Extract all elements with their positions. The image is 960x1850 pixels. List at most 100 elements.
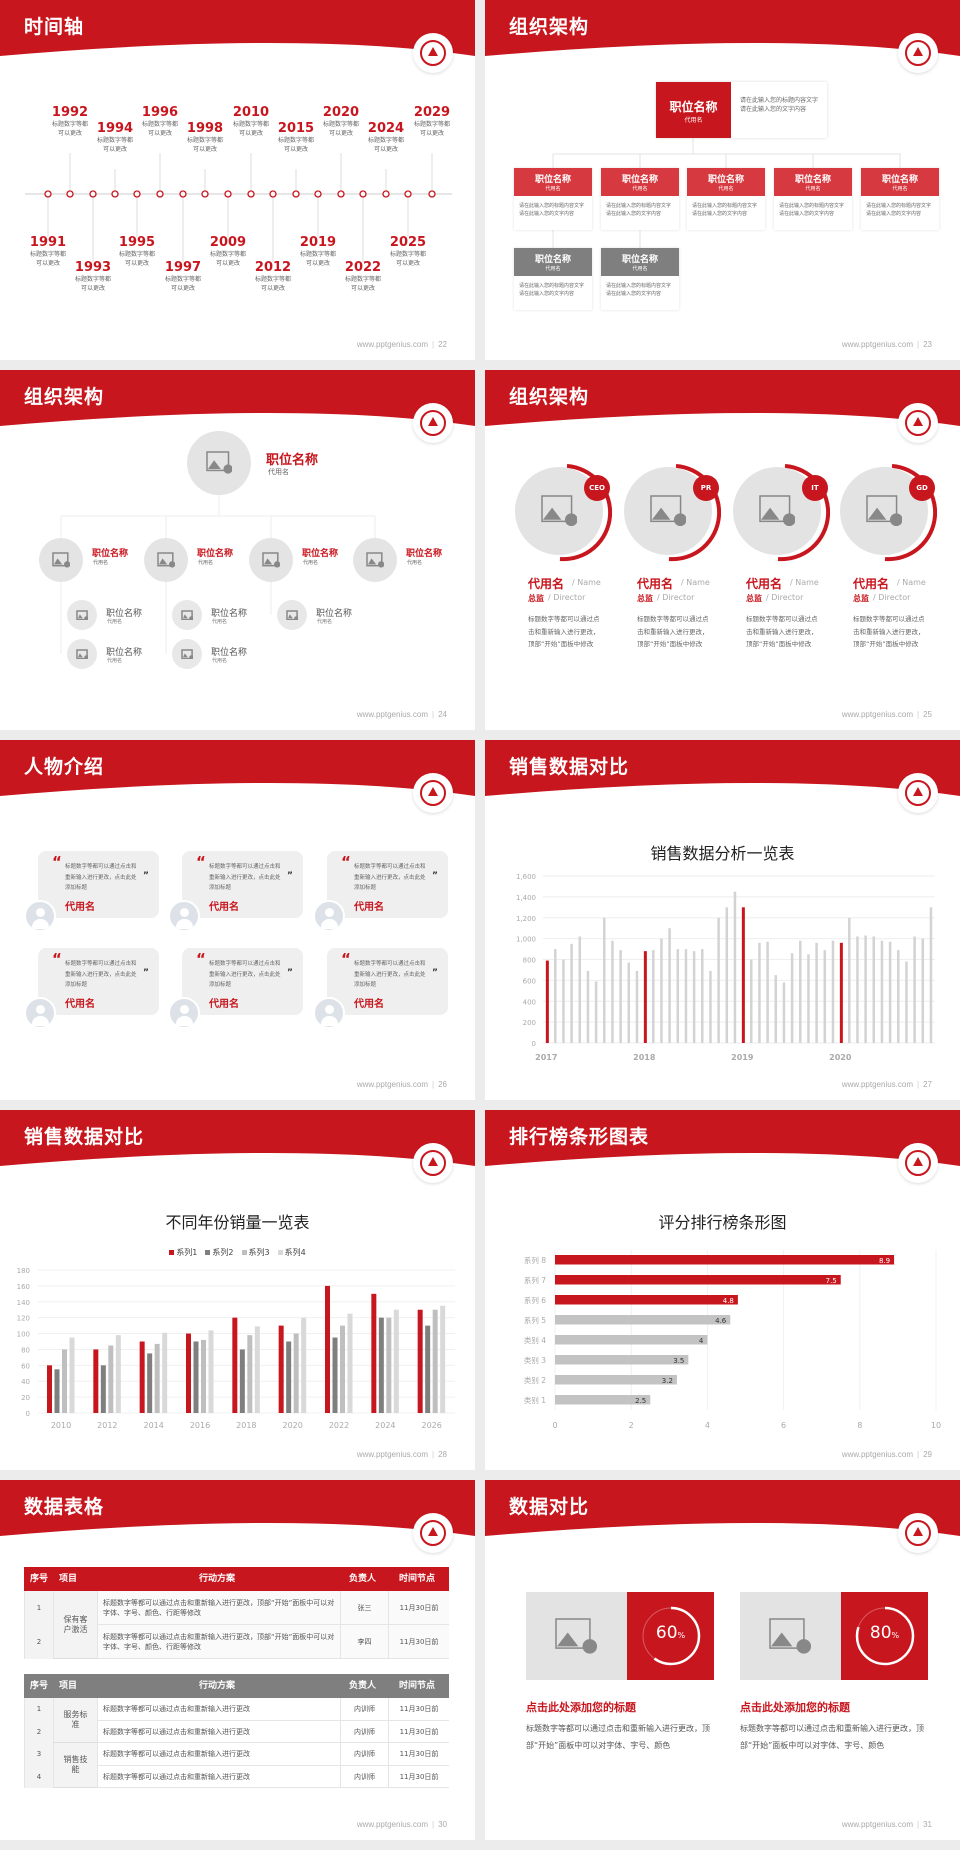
footer-url[interactable]: www.pptgenius.com [356,1450,429,1459]
avatar[interactable] [313,997,345,1029]
position-title: 职位名称 [621,175,658,185]
avatar[interactable] [168,997,200,1029]
timeline-event[interactable]: 2012 标题数字等都 可以更改 [248,260,298,293]
timeline-event[interactable]: 2009 标题数字等都 可以更改 [203,235,253,268]
timeline-event[interactable]: 1991 标题数字等都 可以更改 [23,235,73,268]
timeline-event[interactable]: 2019 标题数字等都 可以更改 [293,235,343,268]
bar [578,936,582,1043]
ring-progress [641,1606,701,1666]
image-placeholder[interactable] [187,431,251,495]
footer-url[interactable]: www.pptgenius.com [841,710,914,719]
compare-title[interactable]: 点击此处添加您的标题 [740,1701,850,1714]
person-card[interactable]: “标题数字等都可以通过点击和重新输入进行更改，点击此处添加标题 ” 代用名 [182,948,303,1015]
footer-url[interactable]: www.pptgenius.com [841,1080,914,1089]
org-child-card[interactable]: 职位名称 代用名 请在此输入您的标题内容文字请在此输入您的文字内容 [514,248,592,310]
footer-url[interactable]: www.pptgenius.com [841,340,914,349]
timeline-event[interactable]: 2010 标题数字等都 可以更改 [226,105,276,138]
[object Object] [769,1618,805,1649]
image-placeholder[interactable] [144,538,188,582]
bar [555,1335,708,1345]
footer-url[interactable]: www.pptgenius.com [841,1450,914,1459]
footer-url[interactable]: www.pptgenius.com [356,710,429,719]
timeline-event[interactable]: 2015 标题数字等都 可以更改 [271,121,321,154]
table-row[interactable] [24,1698,449,1721]
position-title: 职位名称 [106,648,143,658]
timeline-event[interactable]: 2020 标题数字等都 可以更改 [316,105,366,138]
timeline-event[interactable]: 2025 标题数字等都 可以更改 [383,235,433,268]
card-header: 职位名称 代用名 [601,168,679,196]
image-placeholder[interactable] [526,1592,627,1680]
deadline: 11月30日前 [388,1625,449,1659]
table-row[interactable] [24,1743,449,1766]
image-placeholder[interactable] [172,639,202,669]
image-placeholder[interactable] [67,639,97,669]
person-card[interactable]: “标题数字等都可以通过点击和重新输入进行更改，点击此处添加标题 ” 代用名 [182,851,303,918]
timeline-event[interactable]: 1996 标题数字等都 可以更改 [135,105,185,138]
compare-title[interactable]: 点击此处添加您的标题 [526,1701,636,1714]
image-placeholder[interactable] [249,538,293,582]
footer-url[interactable]: www.pptgenius.com [356,340,429,349]
header-band [485,1110,960,1166]
table-row[interactable] [24,1720,449,1743]
footer-url[interactable]: www.pptgenius.com [841,1820,914,1829]
bar [668,928,671,1043]
chart-legend: 系列1 系列2 系列3 系列4 [0,1247,475,1258]
chart-title: 不同年份销量一览表 [165,1213,310,1232]
avatar[interactable] [24,900,56,932]
org-child-card[interactable]: 职位名称 代用名 请在此输入您的标题内容文字请在此输入您的文字内容 [774,168,852,230]
person-card[interactable]: “标题数字等都可以通过点击和重新输入进行更改，点击此处添加标题 ” 代用名 [38,851,159,918]
timeline-event[interactable]: 1997 标题数字等都 可以更改 [158,260,208,293]
bar [660,938,663,1043]
image-placeholder[interactable] [840,467,928,555]
mountain-shape [263,558,272,565]
position-desc: 请在此输入您的标题内容文字请在此输入您的文字内容 [519,283,585,297]
event-caption: 标题数字等都 [96,137,133,144]
avatar[interactable] [168,900,200,932]
timeline-node [292,190,300,198]
timeline-event[interactable]: 2022 标题数字等都 可以更改 [338,260,388,293]
timeline-event[interactable]: 2029 标题数字等都 可以更改 [407,105,457,138]
timeline-event[interactable]: 1995 标题数字等都 可以更改 [112,235,162,268]
table-row[interactable] [24,1765,449,1788]
footer-url[interactable]: www.pptgenius.com [356,1820,429,1829]
column-header: 时间节点 [398,1681,435,1691]
y-tick-label: 180 [17,1267,30,1275]
image-placeholder[interactable] [172,600,202,630]
footer-url[interactable]: www.pptgenius.com [356,1080,429,1089]
org-child-card[interactable]: 职位名称 代用名 请在此输入您的标题内容文字请在此输入您的文字内容 [601,248,679,310]
org-child-card[interactable]: 职位名称 代用名 请在此输入您的标题内容文字请在此输入您的文字内容 [514,168,592,230]
org-child-card[interactable]: 职位名称 代用名 请在此输入您的标题内容文字请在此输入您的文字内容 [687,168,765,230]
timeline-event[interactable]: 1992 标题数字等都 可以更改 [45,105,95,138]
image-placeholder[interactable] [39,538,83,582]
event-caption: 标题数字等都 [141,121,178,128]
avatar[interactable] [24,997,56,1029]
percent-value: 60% [627,1623,714,1643]
table-header [24,1567,449,1591]
timeline-event[interactable]: 2024 标题数字等都 可以更改 [361,121,411,154]
bar [278,1325,284,1413]
bar [115,1335,121,1413]
x-tick-label: 2018 [633,1053,656,1062]
person-card[interactable]: “标题数字等都可以通过点击和重新输入进行更改，点击此处添加标题 ” 代用名 [327,948,448,1015]
bar [848,917,851,1043]
person-card[interactable]: “标题数字等都可以通过点击和重新输入进行更改，点击此处添加标题 ” 代用名 [327,851,448,918]
bar [147,1353,153,1413]
timeline-event[interactable]: 1998 标题数字等都 可以更改 [180,121,230,154]
event-caption: 可以更改 [260,285,285,292]
image-placeholder[interactable] [67,600,97,630]
timeline-event[interactable]: 1993 标题数字等都 可以更改 [68,260,118,293]
avatar[interactable] [313,900,345,932]
image-placeholder[interactable] [740,1592,841,1680]
member-ring [668,464,721,562]
image-add-icon [262,552,281,568]
org-child-card[interactable]: 职位名称 代用名 请在此输入您的标题内容文字请在此输入您的文字内容 [861,168,939,230]
org-child-card[interactable]: 职位名称 代用名 请在此输入您的标题内容文字请在此输入您的文字内容 [601,168,679,230]
event-year: 1994 [96,121,134,136]
image-placeholder[interactable] [353,538,397,582]
column-header: 行动方案 [198,1574,235,1584]
org-top-card[interactable]: 职位名称 代用名 请在此输入您的标题内容文字请在此输入您的文字内容 [656,82,827,138]
image-placeholder[interactable] [277,600,307,630]
person-card[interactable]: “标题数字等都可以通过点击和重新输入进行更改，点击此处添加标题 ” 代用名 [38,948,159,1015]
mountain-shape [287,613,293,619]
timeline-event[interactable]: 1994 标题数字等都 可以更改 [90,121,140,154]
